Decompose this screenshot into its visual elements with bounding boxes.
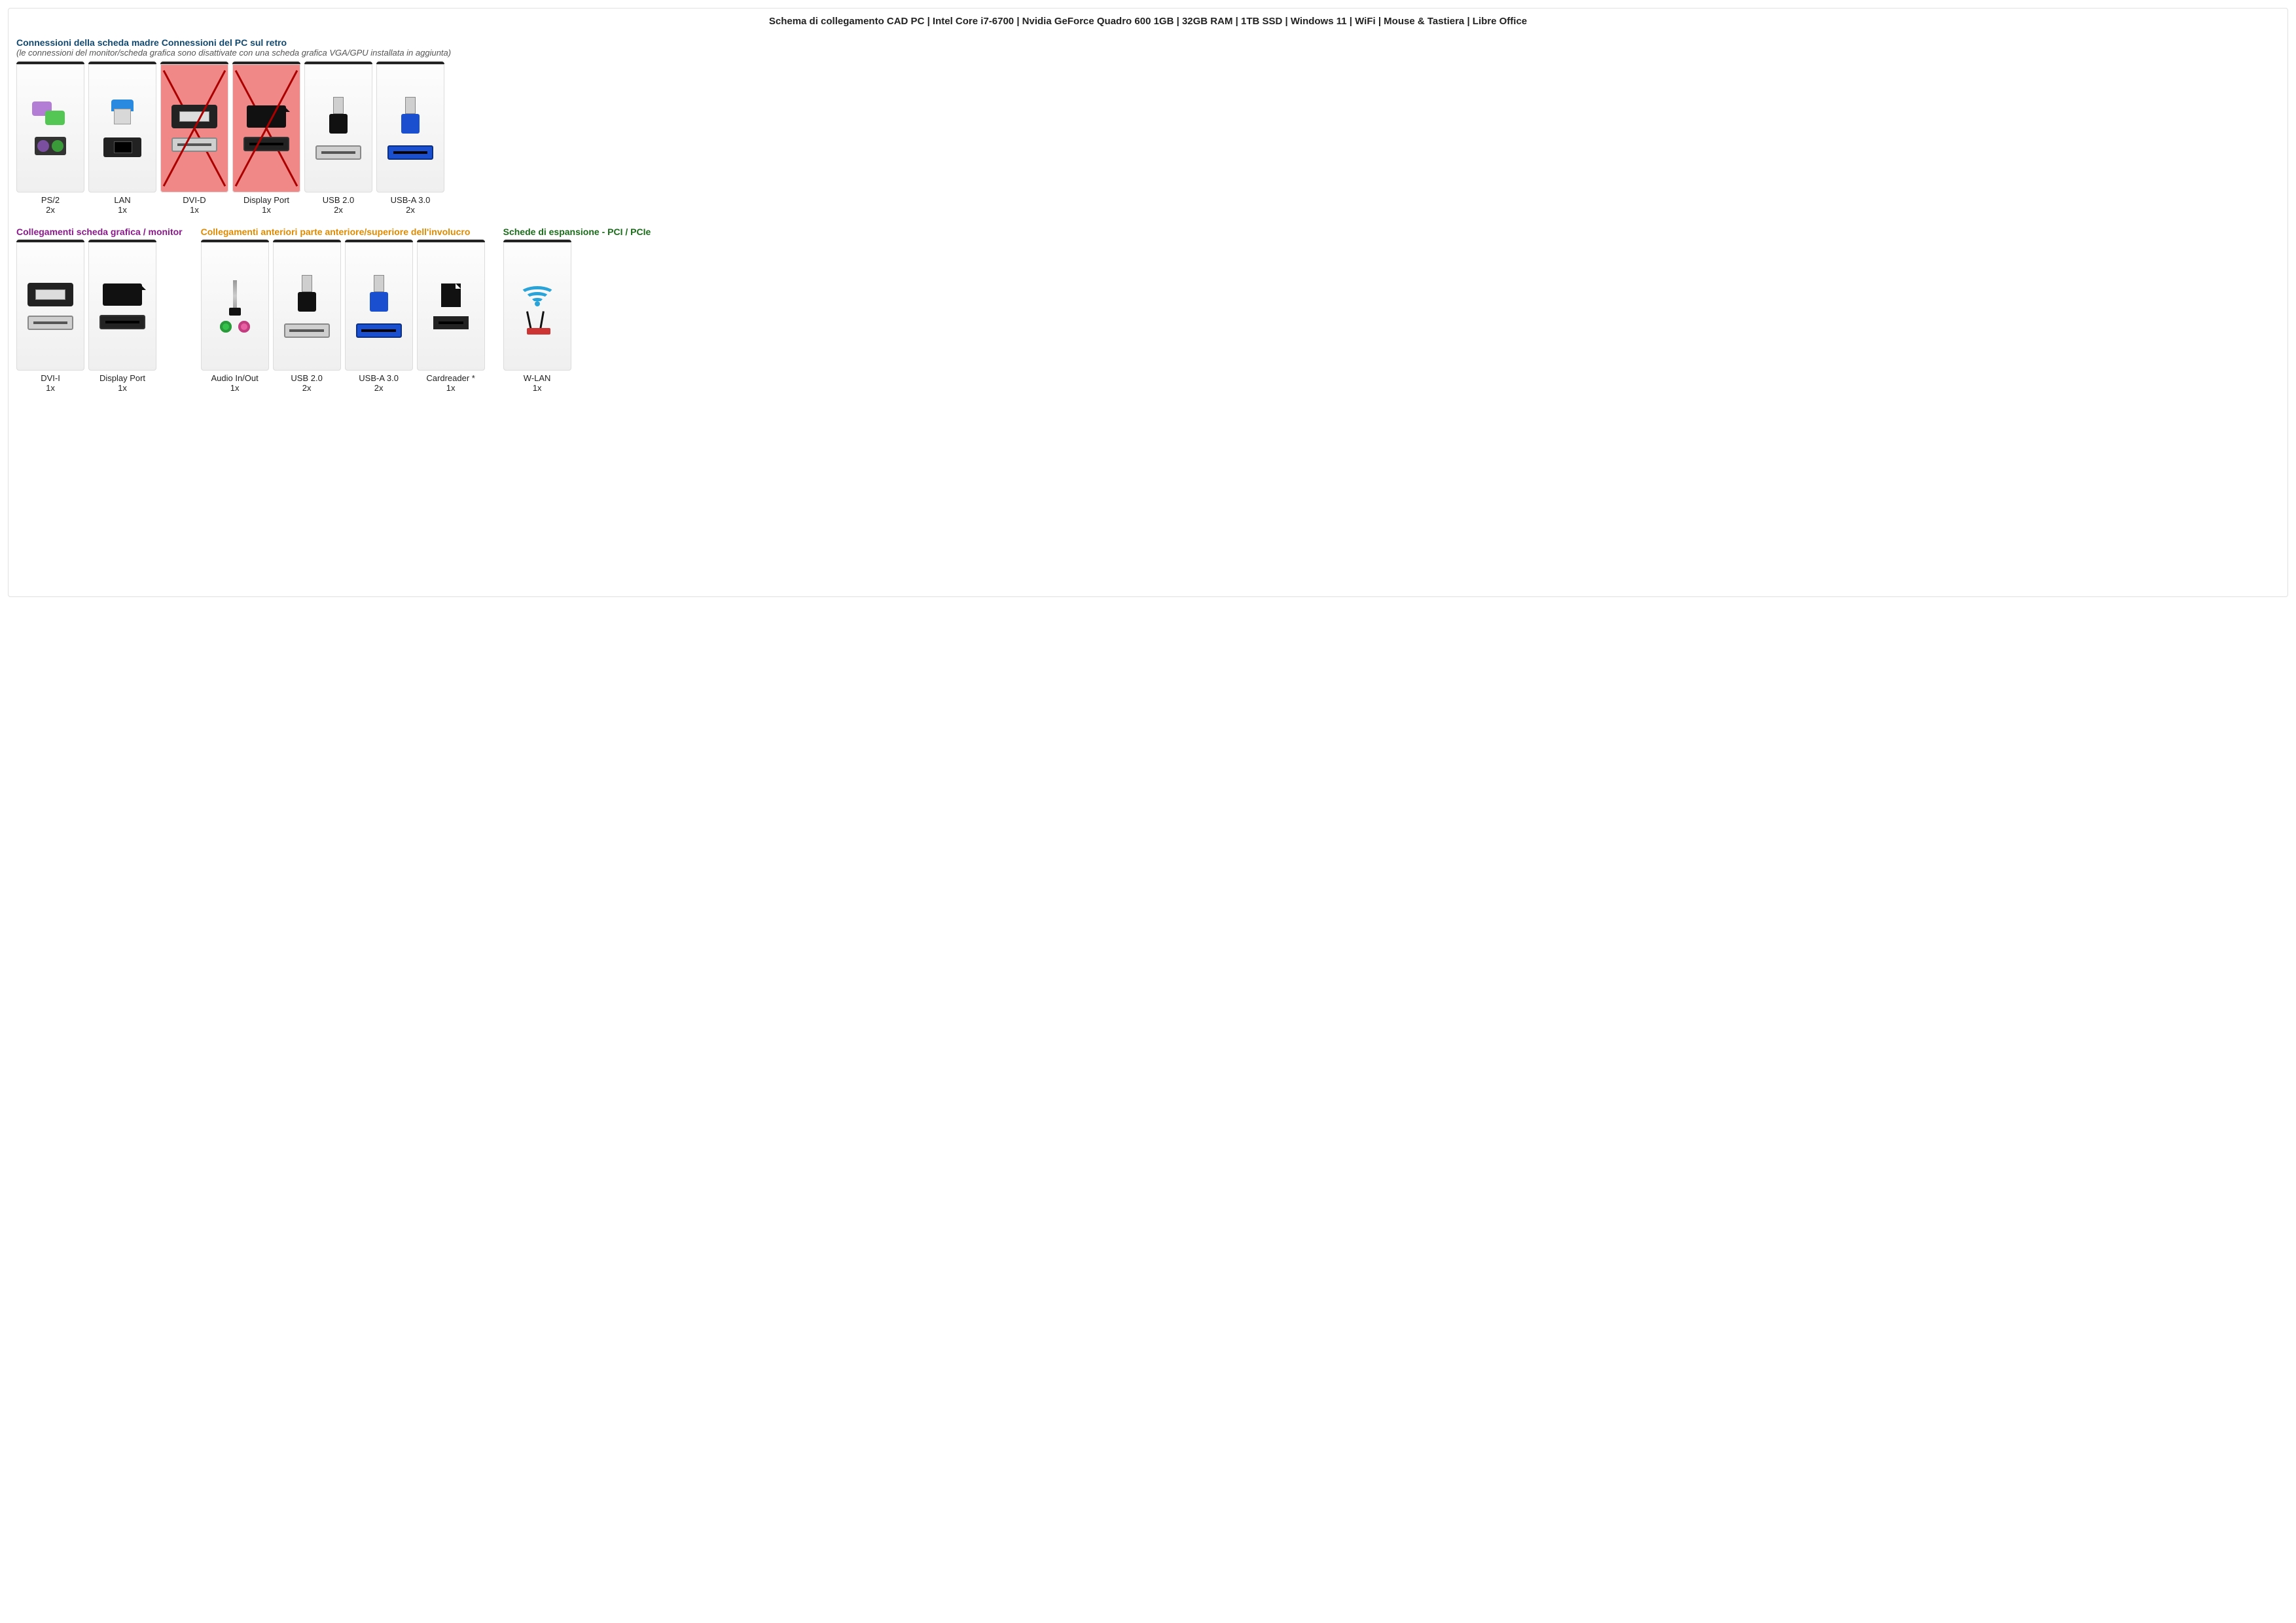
- connector-qty: 1x: [262, 205, 271, 215]
- connector-label: W-LAN: [524, 373, 551, 383]
- usb3-plug-icon: [397, 97, 423, 136]
- connector-card: USB-A 3.02x: [376, 62, 444, 215]
- dvi-plug-icon: [27, 283, 73, 306]
- section3-cards: Audio In/Out1xUSB 2.02xUSB-A 3.02xCardre…: [201, 240, 485, 393]
- usb3-port-icon: [387, 145, 433, 160]
- connector-qty: 1x: [230, 383, 240, 393]
- connector-qty: 1x: [118, 205, 127, 215]
- connector-label: Display Port: [243, 195, 289, 205]
- connector-image: [304, 62, 372, 192]
- section1-title: Connessioni della scheda madre Connessio…: [16, 37, 287, 48]
- connector-image: [16, 62, 84, 192]
- connector-image: [16, 240, 84, 371]
- connector-label: PS/2: [41, 195, 60, 205]
- sdcard-icon: [441, 283, 461, 307]
- connector-qty: 1x: [446, 383, 456, 393]
- ps2-plug-icon: [32, 101, 69, 128]
- wifi-icon: [518, 280, 557, 304]
- connector-qty: 2x: [46, 205, 55, 215]
- rj45-port-icon: [103, 137, 141, 157]
- rj45-plug-icon: [110, 100, 135, 128]
- section2-cards: DVI-I1xDisplay Port1x: [16, 240, 183, 393]
- connector-qty: 1x: [118, 383, 127, 393]
- dp-port-icon: [99, 315, 145, 329]
- section4-title: Schede di espansione - PCI / PCIe: [503, 227, 651, 237]
- dp-port-icon: [243, 137, 289, 151]
- connector-qty: 1x: [533, 383, 542, 393]
- usb2-plug-icon: [294, 275, 320, 314]
- usb3-port-icon: [356, 323, 402, 338]
- connector-card: Cardreader *1x: [417, 240, 485, 393]
- wlan-card-icon: [522, 314, 553, 333]
- dp-plug-icon: [247, 105, 286, 128]
- connector-image: [88, 62, 156, 192]
- section4-group: Schede di espansione - PCI / PCIe W-LAN1…: [503, 227, 651, 393]
- connector-card: PS/22x: [16, 62, 84, 215]
- connector-card: USB 2.02x: [273, 240, 341, 393]
- diagram-container: Schema di collegamento CAD PC | Intel Co…: [8, 8, 2288, 597]
- section1-subtitle: (le connessioni del monitor/scheda grafi…: [16, 48, 451, 58]
- dvi-port-icon: [171, 137, 217, 152]
- usb3-plug-icon: [366, 275, 392, 314]
- connector-qty: 1x: [190, 205, 199, 215]
- connector-label: USB-A 3.0: [359, 373, 399, 383]
- main-title: Schema di collegamento CAD PC | Intel Co…: [16, 15, 2280, 28]
- connector-card: DVI-D1x: [160, 62, 228, 215]
- ps2-port-icon: [35, 137, 66, 155]
- connector-image: [376, 62, 444, 192]
- connector-card: USB-A 3.02x: [345, 240, 413, 393]
- section1-head: Connessioni della scheda madre Connessio…: [16, 37, 2280, 58]
- connector-label: Audio In/Out: [211, 373, 258, 383]
- connector-card: DVI-I1x: [16, 240, 84, 393]
- connector-qty: 2x: [334, 205, 343, 215]
- section1-cards: PS/22xLAN1xDVI-D1xDisplay Port1xUSB 2.02…: [16, 62, 2280, 215]
- connector-label: USB 2.0: [291, 373, 322, 383]
- section3-group: Collegamenti anteriori parte anteriore/s…: [201, 227, 485, 393]
- dp-plug-icon: [103, 283, 142, 306]
- audio-jack-icon: [233, 280, 237, 312]
- connector-image: [201, 240, 269, 371]
- dvi-port-icon: [27, 316, 73, 330]
- section2-title: Collegamenti scheda grafica / monitor: [16, 227, 183, 237]
- dvi-plug-icon: [171, 105, 217, 128]
- usb2-port-icon: [315, 145, 361, 160]
- sdslot-icon: [433, 316, 469, 329]
- connector-label: Cardreader *: [426, 373, 475, 383]
- connector-image: [232, 62, 300, 192]
- section2-group: Collegamenti scheda grafica / monitor DV…: [16, 227, 183, 393]
- connector-card: Display Port1x: [232, 62, 300, 215]
- connector-label: USB 2.0: [323, 195, 354, 205]
- connector-label: Display Port: [99, 373, 145, 383]
- connector-card: USB 2.02x: [304, 62, 372, 215]
- connector-label: LAN: [114, 195, 130, 205]
- connector-card: Audio In/Out1x: [201, 240, 269, 393]
- bottom-groups-row: Collegamenti scheda grafica / monitor DV…: [16, 227, 2280, 393]
- usb2-port-icon: [284, 323, 330, 338]
- connector-label: DVI-I: [41, 373, 60, 383]
- connector-qty: 2x: [406, 205, 415, 215]
- connector-qty: 1x: [46, 383, 55, 393]
- connector-qty: 2x: [374, 383, 384, 393]
- connector-card: Display Port1x: [88, 240, 156, 393]
- connector-image: [503, 240, 571, 371]
- connector-label: USB-A 3.0: [391, 195, 431, 205]
- connector-image: [345, 240, 413, 371]
- section3-title: Collegamenti anteriori parte anteriore/s…: [201, 227, 485, 237]
- connector-image: [417, 240, 485, 371]
- connector-label: DVI-D: [183, 195, 206, 205]
- audio-ports-icon: [220, 321, 250, 333]
- section4-cards: W-LAN1x: [503, 240, 651, 393]
- connector-card: W-LAN1x: [503, 240, 571, 393]
- connector-image: [88, 240, 156, 371]
- connector-card: LAN1x: [88, 62, 156, 215]
- usb2-plug-icon: [325, 97, 351, 136]
- connector-image: [273, 240, 341, 371]
- connector-image: [160, 62, 228, 192]
- connector-qty: 2x: [302, 383, 312, 393]
